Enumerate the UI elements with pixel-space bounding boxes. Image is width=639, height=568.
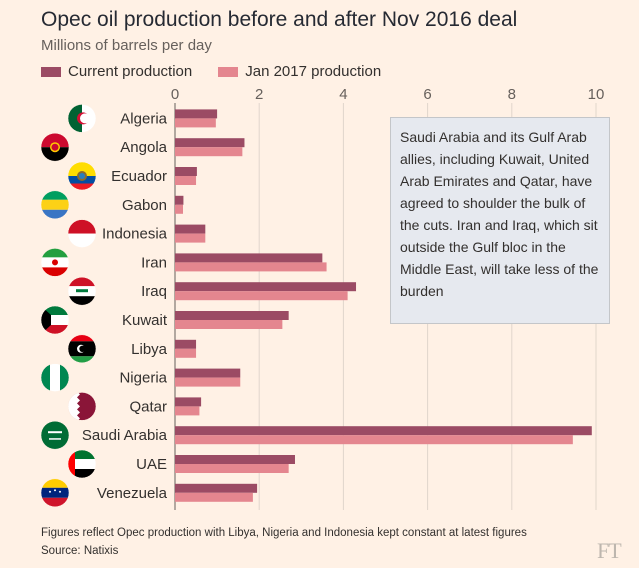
bar-current-gabon (175, 195, 184, 205)
legend-item-jan-2017: Jan 2017 production (218, 63, 381, 80)
bar-jan-2017-indonesia (175, 233, 206, 243)
bar-current-iraq (175, 282, 357, 292)
legend-swatch-jan-2017 (218, 66, 239, 77)
indonesia-flag-icon (67, 219, 97, 248)
bar-current-iran (175, 253, 323, 263)
category-label-qatar: Qatar (129, 398, 167, 415)
iraq-flag-icon (67, 276, 97, 306)
category-label-kuwait: Kuwait (122, 312, 168, 329)
bar-jan-2017-gabon (175, 204, 183, 214)
chart-title: Opec oil production before and after Nov… (41, 8, 518, 31)
bar-jan-2017-iraq (175, 291, 348, 301)
category-label-iran: Iran (141, 254, 167, 271)
bar-jan-2017-nigeria (175, 377, 241, 387)
legend: Current production Jan 2017 production (41, 63, 407, 80)
source-note: Source: Natixis (41, 545, 119, 557)
annotation-box: Saudi Arabia and its Gulf Arab allies, i… (390, 117, 610, 324)
category-label-gabon: Gabon (122, 197, 167, 214)
angola-flag-icon (40, 132, 70, 162)
qatar-flag-icon (67, 392, 97, 421)
bar-jan-2017-venezuela (175, 492, 253, 502)
chart-subtitle: Millions of barrels per day (41, 37, 212, 54)
bar-current-angola (175, 138, 245, 148)
bar-current-kuwait (175, 311, 289, 320)
legend-label-jan-2017: Jan 2017 production (245, 63, 382, 80)
category-label-saudi-arabia: Saudi Arabia (82, 427, 168, 444)
category-label-iraq: Iraq (141, 283, 167, 300)
iran-flag-icon (40, 248, 70, 277)
libya-flag-icon (67, 334, 97, 364)
category-label-nigeria: Nigeria (119, 370, 167, 387)
bar-jan-2017-qatar (175, 406, 200, 416)
bar-current-algeria (175, 109, 218, 119)
bar-jan-2017-saudi-arabia (175, 435, 573, 445)
x-tick-label-2: 2 (255, 86, 263, 103)
bar-jan-2017-uae (175, 464, 289, 473)
bar-current-qatar (175, 397, 202, 407)
category-label-uae: UAE (136, 456, 167, 473)
footnote: Figures reflect Opec production with Lib… (41, 527, 527, 539)
category-label-libya: Libya (131, 341, 168, 358)
saudi-arabia-flag-icon (40, 420, 70, 450)
ft-logo: FT (597, 538, 622, 563)
bar-current-libya (175, 339, 197, 349)
uae-flag-icon (67, 449, 97, 479)
annotation-text: Saudi Arabia and its Gulf Arab allies, i… (400, 129, 599, 299)
bar-current-saudi-arabia (175, 426, 592, 436)
category-label-venezuela: Venezuela (97, 485, 168, 502)
bar-current-venezuela (175, 483, 258, 493)
category-label-ecuador: Ecuador (111, 168, 167, 185)
x-tick-label-8: 8 (508, 86, 516, 103)
bar-current-uae (175, 455, 295, 464)
bar-current-indonesia (175, 224, 206, 234)
bar-jan-2017-ecuador (175, 176, 197, 185)
bar-jan-2017-algeria (175, 118, 216, 128)
legend-swatch-current (41, 66, 61, 77)
bar-jan-2017-iran (175, 262, 327, 272)
gabon-flag-icon (40, 190, 70, 220)
ecuador-flag-icon (67, 161, 97, 191)
algeria-flag-icon (67, 104, 97, 133)
bar-current-nigeria (175, 368, 241, 378)
bar-jan-2017-kuwait (175, 320, 283, 329)
venezuela-flag-icon (40, 478, 70, 508)
category-label-angola: Angola (120, 139, 167, 156)
x-tick-label-0: 0 (171, 86, 179, 103)
kuwait-flag-icon (40, 305, 70, 335)
legend-label-current: Current production (68, 63, 193, 80)
bar-jan-2017-angola (175, 147, 243, 157)
bar-jan-2017-libya (175, 348, 197, 358)
category-label-indonesia: Indonesia (102, 226, 168, 243)
x-tick-label-4: 4 (339, 86, 347, 103)
category-label-algeria: Algeria (120, 110, 167, 127)
bar-current-ecuador (175, 167, 197, 176)
legend-item-current: Current production (41, 63, 192, 80)
nigeria-flag-icon (40, 363, 70, 392)
x-tick-label-6: 6 (423, 86, 431, 103)
x-tick-label-10: 10 (588, 86, 605, 103)
